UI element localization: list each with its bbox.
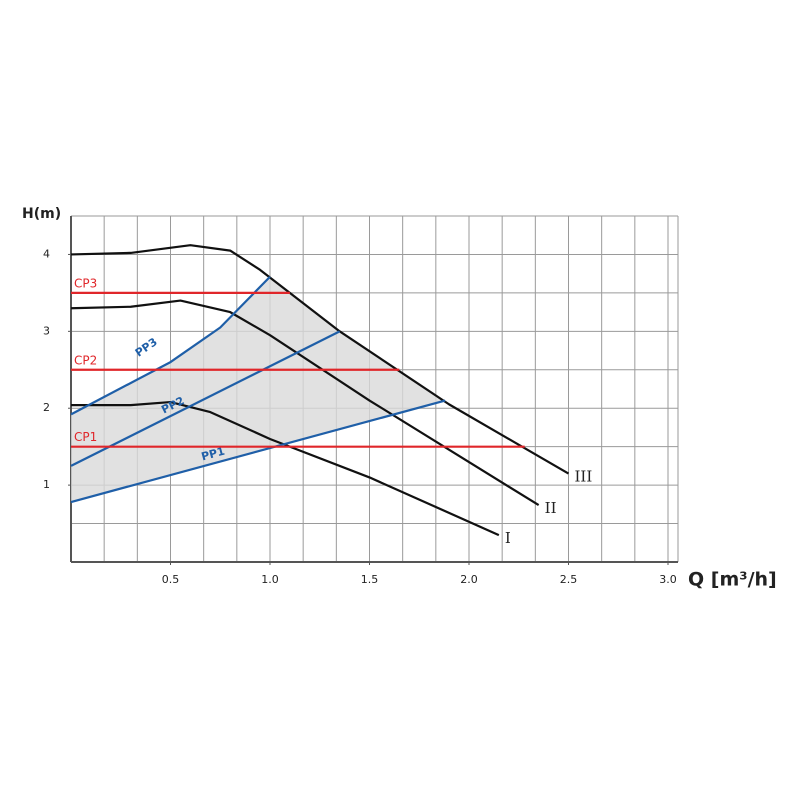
series-line bbox=[71, 400, 500, 537]
series-label: II bbox=[545, 499, 557, 517]
x-tick-label: 2.5 bbox=[560, 573, 578, 586]
y-axis-label: H(m) bbox=[22, 206, 61, 222]
series-line bbox=[70, 244, 570, 475]
series-label: PP1 bbox=[200, 445, 226, 464]
x-tick-label: 3.0 bbox=[659, 573, 677, 586]
y-tick-label: 1 bbox=[43, 478, 50, 491]
series-line bbox=[70, 299, 540, 507]
x-tick-label: 1.0 bbox=[261, 573, 279, 586]
series-label: I bbox=[505, 529, 511, 547]
series-label: CP3 bbox=[74, 276, 97, 290]
operating-region bbox=[71, 276, 446, 503]
y-tick-label: 4 bbox=[43, 247, 50, 260]
y-tick-label: 3 bbox=[43, 324, 50, 337]
x-tick-label: 2.0 bbox=[460, 573, 478, 586]
series-line bbox=[70, 330, 341, 467]
x-tick-label: 0.5 bbox=[162, 573, 180, 586]
series-line bbox=[70, 399, 446, 504]
series-label: III bbox=[575, 468, 593, 486]
series-label: CP2 bbox=[74, 353, 97, 367]
series-line bbox=[70, 275, 271, 416]
series-label: CP1 bbox=[74, 430, 97, 444]
x-tick-label: 1.5 bbox=[361, 573, 379, 586]
y-tick-label: 2 bbox=[43, 401, 50, 414]
x-axis-label: Q [m³/h] bbox=[688, 569, 777, 591]
